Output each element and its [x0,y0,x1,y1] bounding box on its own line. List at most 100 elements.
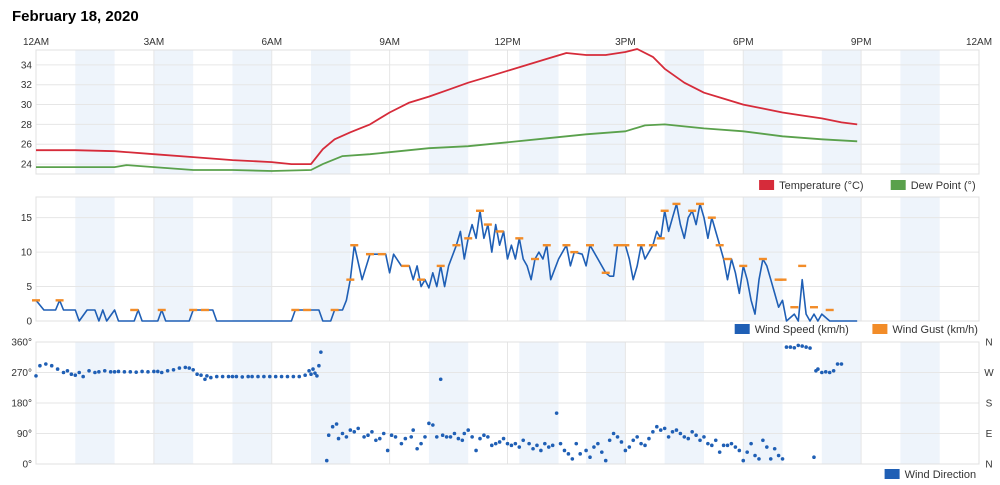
wind_direction-point [808,346,812,350]
wind_direction-point [623,448,628,453]
hour-band [75,197,115,321]
wind-gust-marker [55,299,64,302]
wind_direction-point [415,446,419,451]
wind_direction-point [784,345,789,349]
wind-gust-marker [417,278,426,281]
x-tick-label: 3AM [144,37,165,48]
wind_direction-point [183,365,188,370]
wind_direction-point [584,448,588,453]
wind_direction-point [77,370,82,375]
wind_direction-point [385,448,390,453]
hour-band [586,50,626,174]
wind_direction-point [768,457,773,461]
wind_direction-point [578,452,582,456]
right-tick-label: E [986,429,993,440]
wind_direction-point [820,370,824,375]
wind_direction-point [389,433,394,437]
wind_direction-point [761,438,765,443]
hour-band [519,50,559,174]
wind_direction-point [81,374,85,379]
legend-swatch [884,469,900,479]
y-tick-label: 90° [17,429,32,440]
wind_direction-point [635,435,639,439]
wind_direction-point [702,435,706,439]
legend-swatch [872,324,888,334]
wind_direction-point [562,448,567,453]
wind-gust-marker [637,244,646,247]
wind_direction-point [539,448,543,453]
wind-gust-marker [32,299,40,302]
hour-band [900,50,940,174]
wind_direction-point [122,370,127,374]
wind_direction-point [262,374,266,379]
wind_direction-point [303,373,307,378]
wind_direction-point [501,436,506,441]
wind-gust-marker [330,308,339,312]
wind_direction-point [710,443,714,448]
wind_direction-point [493,441,498,446]
wind_direction-point [574,441,579,446]
wind_direction-point [631,438,636,443]
wind-gust-marker [531,257,540,261]
x-tick-label: 9AM [379,37,400,48]
wind_direction-point [134,370,138,374]
wind-gust-marker [739,264,748,268]
legend-label: Dew Point (°) [911,180,976,192]
wind_direction-point [531,446,535,451]
hour-band [232,50,272,174]
wind_direction-point [596,441,600,446]
wind-gust-marker [707,216,716,219]
wind_direction-point [214,374,219,379]
wind_direction-point [403,436,408,441]
wind_direction-point [381,431,386,436]
wind_direction-point [234,374,239,379]
wind_direction-point [315,374,319,378]
wind_direction-point [698,438,702,443]
wind_direction-point [340,431,345,436]
wind-gust-marker [809,306,818,309]
wind_direction-point [69,372,74,376]
wind_direction-point [835,362,840,366]
wind-gust-marker [613,244,622,247]
wind_direction-point [566,452,571,456]
wind_direction-point [570,457,575,461]
legend-label: Wind Gust (km/h) [892,324,978,336]
y-tick-label: 28 [21,120,33,131]
wind_direction-point [466,428,471,432]
wind_direction-point [440,433,445,437]
wind_direction-point [627,445,632,449]
hour-band [821,50,862,174]
y-tick-label: 270° [11,368,32,379]
wind_direction-point [543,441,547,446]
wind_direction-point [788,345,793,349]
right-tick-label: W [984,368,994,379]
wind_direction-point [140,369,144,374]
wind_direction-point [256,374,260,379]
wind-gust-marker [436,264,445,268]
wind_direction-point [839,362,844,366]
wind_direction-point [647,436,651,441]
wind_direction-point [444,435,449,439]
wind_direction-point [55,367,60,371]
y-tick-label: 30 [21,100,33,111]
wind_direction-point [456,436,461,441]
wind_direction-point [611,431,616,436]
wind_direction-point [399,441,404,446]
wind_direction-point [370,430,374,434]
x-tick-label: 3PM [615,37,636,48]
legend-label: Wind Speed (km/h) [755,324,849,336]
wind_direction-point [682,435,687,439]
wind_direction-point [678,431,683,436]
wind_direction-point [285,374,290,379]
wind_direction-point [772,446,777,451]
wind_direction-point [152,369,156,374]
wind-gust-marker [672,202,681,206]
wind_direction-point [690,430,694,434]
x-tick-label: 6AM [261,37,282,48]
hour-band [664,50,704,174]
wind_direction-point [694,433,698,437]
plot-frame [35,49,980,175]
wind_direction-point [603,458,608,463]
